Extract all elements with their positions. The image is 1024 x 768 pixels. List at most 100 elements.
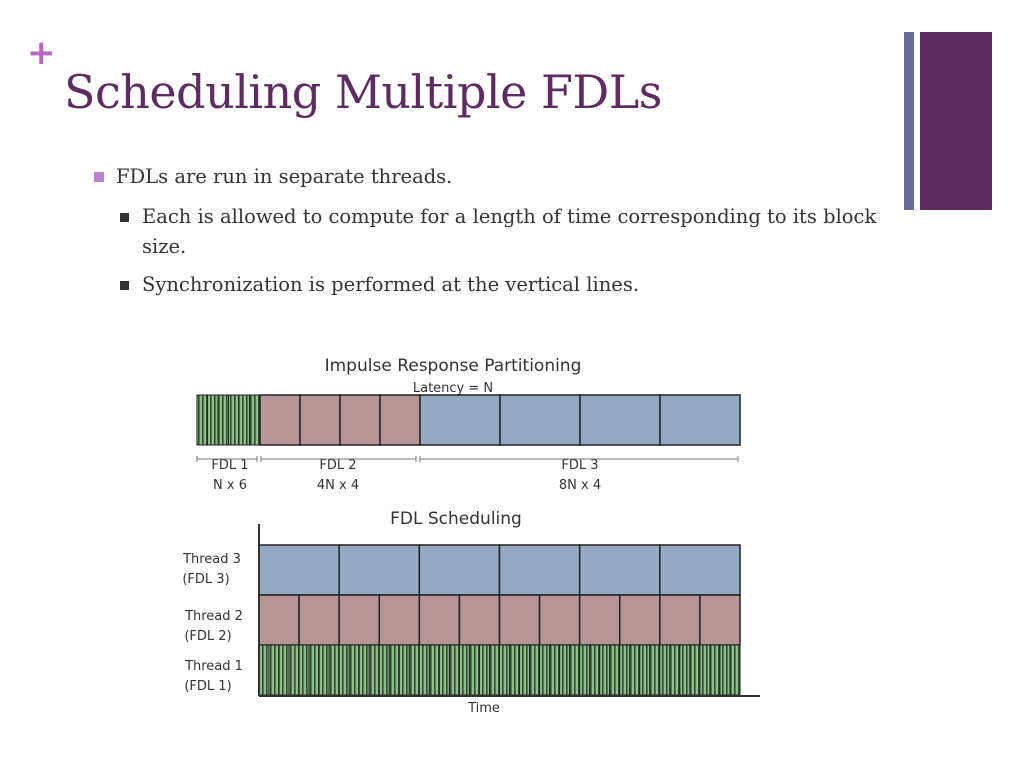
fdl2-label: FDL 2 4N x 4 <box>317 458 359 493</box>
thread-block <box>659 594 701 646</box>
latency-label: Latency = N <box>413 381 493 396</box>
fdl3-label: FDL 3 8N x 4 <box>559 458 601 493</box>
bullet-item: FDLs are run in separate threads. <box>92 162 892 192</box>
thread-block <box>539 644 551 696</box>
thread-block <box>378 594 421 646</box>
thread-block <box>458 644 470 696</box>
schedule-title: FDL Scheduling <box>390 509 522 529</box>
plus-icon: + <box>27 33 56 73</box>
thread-block <box>478 644 490 696</box>
decorative-bar-thick <box>920 32 992 210</box>
thread-block <box>338 594 381 646</box>
thread-block <box>258 544 340 596</box>
thread-row <box>258 594 741 646</box>
thread-block <box>669 644 681 696</box>
fdl1-block <box>238 394 250 446</box>
thread-block <box>338 544 421 596</box>
decorative-bar-thin <box>904 32 914 210</box>
thread-block <box>549 644 561 696</box>
thread-block <box>509 644 521 696</box>
thread-block <box>258 644 270 696</box>
thread-row <box>258 644 741 696</box>
thread-block <box>699 644 711 696</box>
bullet-square-icon <box>120 281 129 290</box>
thread-block <box>689 644 701 696</box>
fdl2-segment <box>259 394 421 446</box>
fdl3-segment <box>419 394 741 446</box>
thread-block <box>578 594 621 646</box>
fdl1-name: FDL 1 <box>211 458 248 473</box>
thread-block <box>358 644 370 696</box>
thread-block <box>418 644 430 696</box>
thread-block <box>499 644 511 696</box>
bullet-text: Each is allowed to compute for a length … <box>142 205 877 258</box>
thread-block <box>368 644 380 696</box>
thread-block <box>488 644 500 696</box>
thread-block <box>308 644 320 696</box>
fdl2-size: 4N x 4 <box>317 478 359 493</box>
bullet-text: Synchronization is performed at the vert… <box>142 273 640 296</box>
partition-title: Impulse Response Partitioning <box>325 356 582 376</box>
thread-block <box>639 644 651 696</box>
thread-block <box>268 644 280 696</box>
fdl1-block <box>228 394 240 446</box>
thread-block <box>258 594 300 646</box>
time-axis-label: Time <box>467 701 500 716</box>
bullet-text: FDLs are run in separate threads. <box>116 165 453 188</box>
thread-block <box>609 644 621 696</box>
bullet-square-icon <box>120 213 129 222</box>
thread-row <box>258 544 741 596</box>
thread-block <box>458 594 501 646</box>
fdl2-block <box>259 394 301 446</box>
fdl1-size: N x 6 <box>213 478 247 493</box>
thread2-name: Thread 2 <box>184 609 243 624</box>
thread-block <box>498 544 581 596</box>
fdl1-block <box>249 394 261 446</box>
bullet-item: Synchronization is performed at the vert… <box>92 270 892 300</box>
fdl1-block <box>217 394 229 446</box>
thread-block <box>468 644 480 696</box>
thread-block <box>338 644 350 696</box>
thread3-name: Thread 3 <box>182 552 241 567</box>
partition-row <box>196 394 741 446</box>
thread-block <box>519 644 531 696</box>
thread-block <box>599 644 611 696</box>
thread-block <box>719 644 731 696</box>
fdl3-block <box>579 394 661 446</box>
fdl-diagram: Impulse Response Partitioning Latency = … <box>166 348 766 720</box>
thread2-fdl: (FDL 2) <box>184 629 231 644</box>
thread-block <box>578 544 661 596</box>
thread1-name: Thread 1 <box>184 659 243 674</box>
thread-block <box>709 644 721 696</box>
thread3-fdl: (FDL 3) <box>182 572 229 587</box>
thread-block <box>589 644 601 696</box>
thread-block <box>388 644 400 696</box>
thread2-label: Thread 2 (FDL 2) <box>184 609 243 644</box>
thread-block <box>418 544 501 596</box>
fdl2-block <box>379 394 421 446</box>
thread-block <box>438 644 450 696</box>
fdl1-block <box>196 394 208 446</box>
fdl1-block <box>207 394 219 446</box>
thread-block <box>298 594 340 646</box>
thread-block <box>378 644 390 696</box>
thread-block <box>619 644 631 696</box>
thread-block <box>278 644 290 696</box>
thread-block <box>288 644 300 696</box>
thread-block <box>498 594 541 646</box>
fdl3-block <box>419 394 501 446</box>
thread-block <box>619 594 661 646</box>
fdl3-bracket <box>419 456 739 462</box>
fdl1-segment <box>196 394 261 446</box>
thread-block <box>569 644 581 696</box>
thread-block <box>699 594 741 646</box>
fdl2-block <box>339 394 381 446</box>
thread-block <box>679 644 691 696</box>
fdl2-block <box>299 394 341 446</box>
thread-block <box>398 644 410 696</box>
thread-block <box>348 644 360 696</box>
thread-block <box>318 644 330 696</box>
thread-block <box>629 644 641 696</box>
thread-block <box>529 644 541 696</box>
fdl1-label: FDL 1 N x 6 <box>211 458 248 493</box>
